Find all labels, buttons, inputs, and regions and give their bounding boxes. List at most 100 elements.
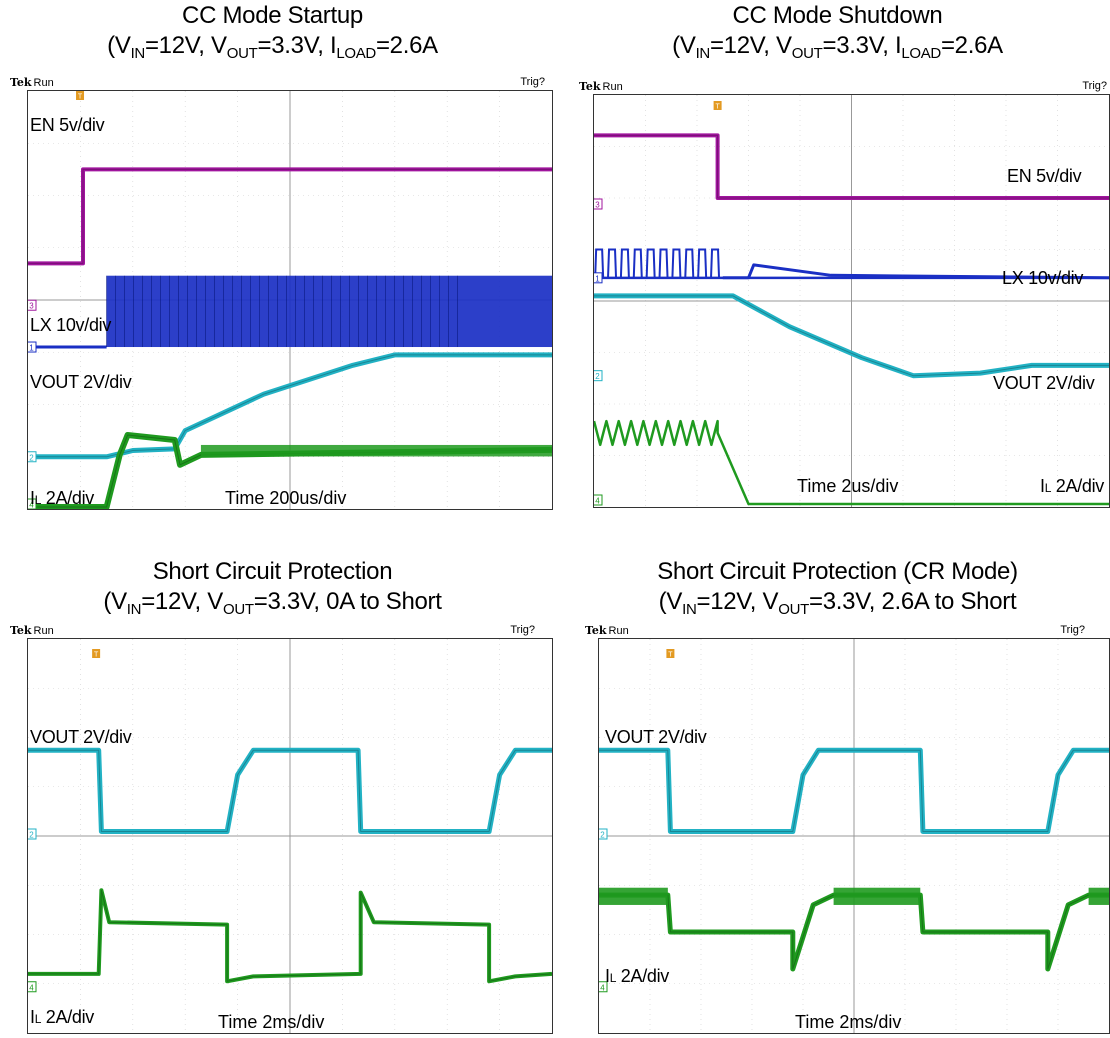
panel-scp: Short Circuit Protection (VIN=12V, VOUT=…	[0, 522, 553, 1037]
channel-marker	[599, 828, 608, 840]
scope-screen: T 2 4	[598, 638, 1110, 1034]
lx-label: LX 10v/div	[30, 315, 112, 335]
panel-conditions: (VIN=12V, VOUT=3.3V, ILOAD=2.6A	[107, 32, 438, 62]
series-il-ripple	[1088, 887, 1109, 905]
series-vout	[28, 352, 552, 460]
vout-label: VOUT 2V/div	[605, 727, 707, 747]
series-vout	[28, 747, 552, 834]
channel-marker	[28, 451, 37, 463]
series-lx-switching	[106, 275, 552, 348]
series-il-ripple	[833, 887, 921, 905]
series-lx-pulses	[594, 248, 721, 278]
trigger-status: Trig?	[520, 76, 545, 88]
vout-label: VOUT 2V/div	[30, 372, 132, 392]
panel-conditions: (VIN=12V, VOUT=3.3V, 2.6A to Short	[658, 588, 1017, 618]
scope-screen: T 3 1 2 4	[593, 94, 1110, 508]
panel-scp-cr: Short Circuit Protection (CR Mode) (VIN=…	[565, 522, 1110, 1037]
series-vout-core	[599, 749, 1109, 832]
scope-brand: Tek Run	[10, 76, 54, 89]
channel-marker	[28, 498, 37, 509]
series-vout	[594, 293, 1109, 379]
scope-brand: Tek Run	[579, 80, 623, 93]
lx-label: LX 10v/div	[1002, 268, 1084, 288]
panel-title: CC Mode Shutdown	[732, 2, 943, 29]
scope-brand: Tek Run	[10, 624, 54, 637]
trigger-marker-label: T	[668, 652, 673, 659]
time-label: Time 2us/div	[797, 476, 899, 496]
il-label: IL 2A/div	[30, 1007, 95, 1027]
il-label: IL 2A/div	[605, 966, 670, 986]
channel-marker	[594, 494, 603, 506]
series-lx-tail	[722, 263, 1109, 280]
scope-screen: T 2 4	[27, 638, 553, 1034]
channel-marker-label: 3	[29, 302, 34, 311]
time-label: Time 2ms/div	[795, 1012, 902, 1032]
scope-brand: Tek Run	[585, 624, 629, 637]
il-label: IL 2A/div	[1040, 476, 1105, 496]
trigger-marker	[666, 649, 675, 658]
series-vout	[599, 747, 1109, 834]
series-il-core	[28, 889, 552, 982]
channel-marker	[28, 981, 37, 993]
trigger-marker-label: T	[94, 652, 99, 659]
panel-cc-startup: CC Mode Startup (VIN=12V, VOUT=3.3V, ILO…	[0, 0, 553, 515]
en-label: EN 5v/div	[1007, 166, 1082, 186]
series-en	[28, 167, 552, 266]
vout-label: VOUT 2V/div	[993, 373, 1095, 393]
channel-marker-label: 1	[29, 344, 34, 353]
channel-marker-label: 4	[600, 983, 605, 992]
series-il	[28, 888, 552, 984]
channel-marker-label: 4	[595, 497, 600, 506]
series-en-core	[594, 134, 1109, 199]
panel-cc-shutdown: CC Mode Shutdown (VIN=12V, VOUT=3.3V, IL…	[565, 0, 1110, 515]
scope-screen: 3 T 1 2 4	[27, 90, 553, 510]
series-il-ripple	[599, 887, 668, 905]
channel-marker	[594, 198, 603, 210]
panel-title: CC Mode Startup	[182, 2, 363, 29]
trigger-marker-label: T	[715, 104, 720, 111]
channel-marker	[599, 981, 608, 993]
channel-marker-label: 4	[29, 983, 34, 992]
trigger-marker	[713, 101, 722, 110]
series-il	[594, 419, 1109, 506]
scope-plot: T 2 4	[599, 639, 1109, 1033]
channel-marker	[28, 828, 37, 840]
scope-plot: T 3 1 2 4	[594, 95, 1109, 507]
series-vout-core	[28, 354, 552, 458]
channel-marker-label: 4	[29, 501, 34, 510]
panel-title: Short Circuit Protection (CR Mode)	[657, 558, 1018, 585]
channel-marker-label: 2	[595, 372, 600, 381]
channel-marker	[28, 341, 37, 353]
series-en	[594, 133, 1109, 200]
series-en-core	[28, 168, 552, 264]
series-il-core	[28, 434, 552, 508]
panel-title: Short Circuit Protection	[152, 558, 393, 585]
series-vout-core	[594, 295, 1109, 377]
time-label: Time 200us/div	[225, 488, 347, 508]
panel-conditions: (VIN=12V, VOUT=3.3V, 0A to Short	[103, 588, 442, 618]
series-vout-core	[28, 749, 552, 832]
series-il	[28, 432, 552, 509]
trigger-marker	[92, 649, 101, 658]
trigger-marker	[76, 91, 85, 100]
time-label: Time 2ms/div	[218, 1012, 325, 1032]
panel-conditions: (VIN=12V, VOUT=3.3V, ILOAD=2.6A	[672, 32, 1003, 62]
channel-marker	[594, 370, 603, 382]
channel-marker-label: 2	[600, 831, 605, 840]
vout-label: VOUT 2V/div	[30, 727, 132, 747]
scope-plot: 3 T 1 2 4	[28, 91, 552, 509]
trigger-marker-label: T	[78, 94, 83, 101]
channel-marker	[594, 272, 603, 284]
channel-marker-label: 1	[595, 274, 600, 283]
il-label: IL 2A/div	[30, 488, 95, 508]
trigger-status: Trig?	[510, 624, 535, 636]
trigger-status: Trig?	[1060, 624, 1085, 636]
channel-marker-label: 2	[29, 453, 34, 462]
series-il-ripple	[200, 444, 552, 457]
channel-marker	[28, 299, 37, 311]
channel-marker-label: 3	[595, 201, 600, 210]
en-label: EN 5v/div	[30, 115, 105, 135]
channel-marker-label: 2	[29, 831, 34, 840]
trigger-status: Trig?	[1082, 80, 1107, 92]
scope-plot: T 2 4	[28, 639, 552, 1033]
